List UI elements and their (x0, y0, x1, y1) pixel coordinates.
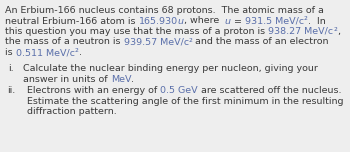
Text: .: . (131, 75, 134, 84)
Text: An Erbium-166 nucleus contains 68 protons.  The atomic mass of a: An Erbium-166 nucleus contains 68 proton… (5, 6, 324, 15)
Text: MeV: MeV (111, 75, 131, 84)
Text: and the mass of an electron: and the mass of an electron (193, 38, 329, 47)
Text: ii.: ii. (7, 86, 15, 95)
Text: Calculate the nuclear binding energy per nucleon, giving your: Calculate the nuclear binding energy per… (23, 64, 318, 73)
Text: answer in units of: answer in units of (23, 75, 111, 84)
Text: ,: , (337, 27, 340, 36)
Text: u: u (225, 17, 231, 26)
Text: are scattered off the nucleus.: are scattered off the nucleus. (198, 86, 341, 95)
Text: ²: ² (304, 17, 308, 26)
Text: ²: ² (75, 48, 78, 57)
Text: =: = (231, 17, 245, 26)
Text: Electrons with an energy of: Electrons with an energy of (27, 86, 160, 95)
Text: this question you may use that the mass of a proton is: this question you may use that the mass … (5, 27, 268, 36)
Text: 931.5 MeV/c: 931.5 MeV/c (245, 17, 304, 26)
Text: diffraction pattern.: diffraction pattern. (27, 107, 117, 116)
Text: 165.930: 165.930 (139, 17, 177, 26)
Text: the mass of a neutron is: the mass of a neutron is (5, 38, 124, 47)
Text: u: u (177, 17, 184, 26)
Text: 938.27 MeV/c: 938.27 MeV/c (268, 27, 333, 36)
Text: .  In: . In (308, 17, 326, 26)
Text: 0.511 MeV/c: 0.511 MeV/c (16, 48, 75, 57)
Text: ²: ² (333, 27, 337, 36)
Text: is: is (5, 48, 16, 57)
Text: 0.5 GeV: 0.5 GeV (160, 86, 198, 95)
Text: i.: i. (8, 64, 14, 73)
Text: 939.57 MeV/c: 939.57 MeV/c (124, 38, 189, 47)
Text: Estimate the scattering angle of the first minimum in the resulting: Estimate the scattering angle of the fir… (27, 97, 343, 106)
Text: neutral Erbium-166 atom is: neutral Erbium-166 atom is (5, 17, 139, 26)
Text: .: . (78, 48, 82, 57)
Text: ²: ² (189, 38, 192, 47)
Text: , where: , where (184, 17, 225, 26)
